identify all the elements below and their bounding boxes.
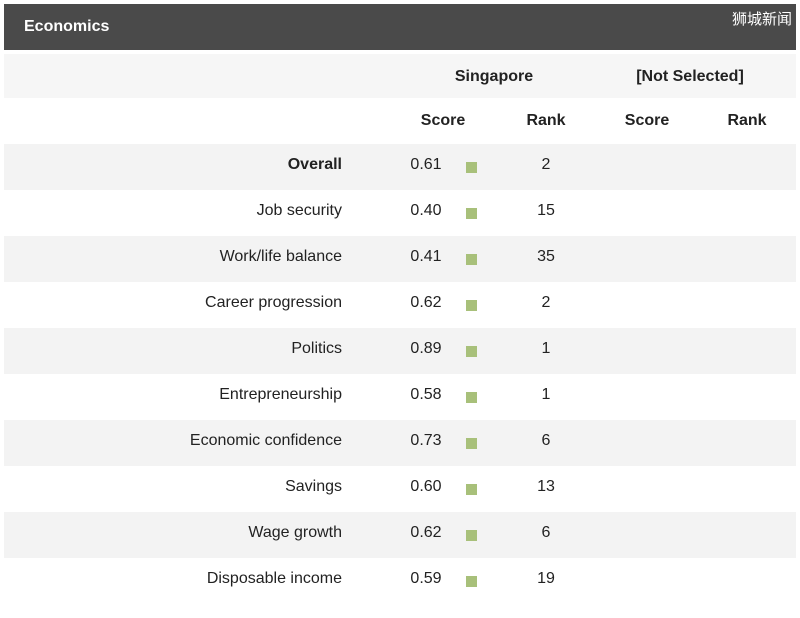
economics-panel: Economics Singapore [Not Selected] Score… [4, 4, 796, 610]
row-rank: 13 [537, 478, 555, 495]
row-score: 0.58 [410, 386, 442, 403]
score-indicator-icon [466, 254, 477, 265]
table-row: Career progression 0.62 2 [4, 282, 796, 328]
row-label: Work/life balance [219, 248, 342, 265]
row-label: Wage growth [248, 524, 342, 541]
row-label: Overall [287, 156, 342, 173]
row-score: 0.60 [410, 478, 442, 495]
column-header-score-1: Score [420, 112, 466, 129]
table-row: Wage growth 0.62 6 [4, 512, 796, 558]
panel-title: Economics [24, 18, 110, 35]
row-score: 0.40 [410, 202, 442, 219]
row-score: 0.89 [410, 340, 442, 357]
row-label: Savings [285, 478, 342, 495]
table-row: Economic confidence 0.73 6 [4, 420, 796, 466]
row-rank: 1 [541, 340, 551, 357]
row-label: Politics [291, 340, 342, 357]
group-header-row: Singapore [Not Selected] [4, 54, 796, 98]
score-indicator-icon [466, 346, 477, 357]
row-rank: 1 [541, 386, 551, 403]
row-label: Entrepreneurship [219, 386, 342, 403]
table-row: Overall 0.61 2 [4, 144, 796, 190]
row-rank: 35 [537, 248, 555, 265]
table-row: Work/life balance 0.41 35 [4, 236, 796, 282]
column-group-singapore: Singapore [454, 68, 534, 85]
row-rank: 2 [541, 294, 551, 311]
row-rank: 6 [541, 524, 551, 541]
row-score: 0.61 [410, 156, 442, 173]
score-indicator-icon [466, 438, 477, 449]
row-score: 0.41 [410, 248, 442, 265]
score-indicator-icon [466, 300, 477, 311]
row-label: Career progression [205, 294, 342, 311]
row-score: 0.62 [410, 524, 442, 541]
score-indicator-icon [466, 576, 477, 587]
column-header-row: Score Rank Score Rank [4, 98, 796, 144]
row-label: Economic confidence [189, 432, 342, 449]
table-row: Disposable income 0.59 19 [4, 558, 796, 604]
table-row: Entrepreneurship 0.58 1 [4, 374, 796, 420]
row-score: 0.62 [410, 294, 442, 311]
row-rank: 6 [541, 432, 551, 449]
row-score: 0.59 [410, 570, 442, 587]
row-label: Job security [256, 202, 342, 219]
row-rank: 15 [537, 202, 555, 219]
panel-header: Economics [4, 4, 796, 50]
row-score: 0.73 [410, 432, 442, 449]
row-rank: 2 [541, 156, 551, 173]
table-row: Savings 0.60 13 [4, 466, 796, 512]
column-header-score-2: Score [624, 112, 670, 129]
table-row: Job security 0.40 15 [4, 190, 796, 236]
score-indicator-icon [466, 484, 477, 495]
row-label: Disposable income [206, 570, 342, 587]
score-indicator-icon [466, 530, 477, 541]
column-header-rank-2: Rank [727, 112, 767, 129]
row-rank: 19 [537, 570, 555, 587]
score-indicator-icon [466, 392, 477, 403]
score-indicator-icon [466, 208, 477, 219]
column-group-not-selected: [Not Selected] [636, 68, 744, 85]
table-row: Politics 0.89 1 [4, 328, 796, 374]
watermark-text: 狮城新闻 [731, 10, 792, 28]
score-indicator-icon [466, 162, 477, 173]
column-header-rank-1: Rank [526, 112, 566, 129]
